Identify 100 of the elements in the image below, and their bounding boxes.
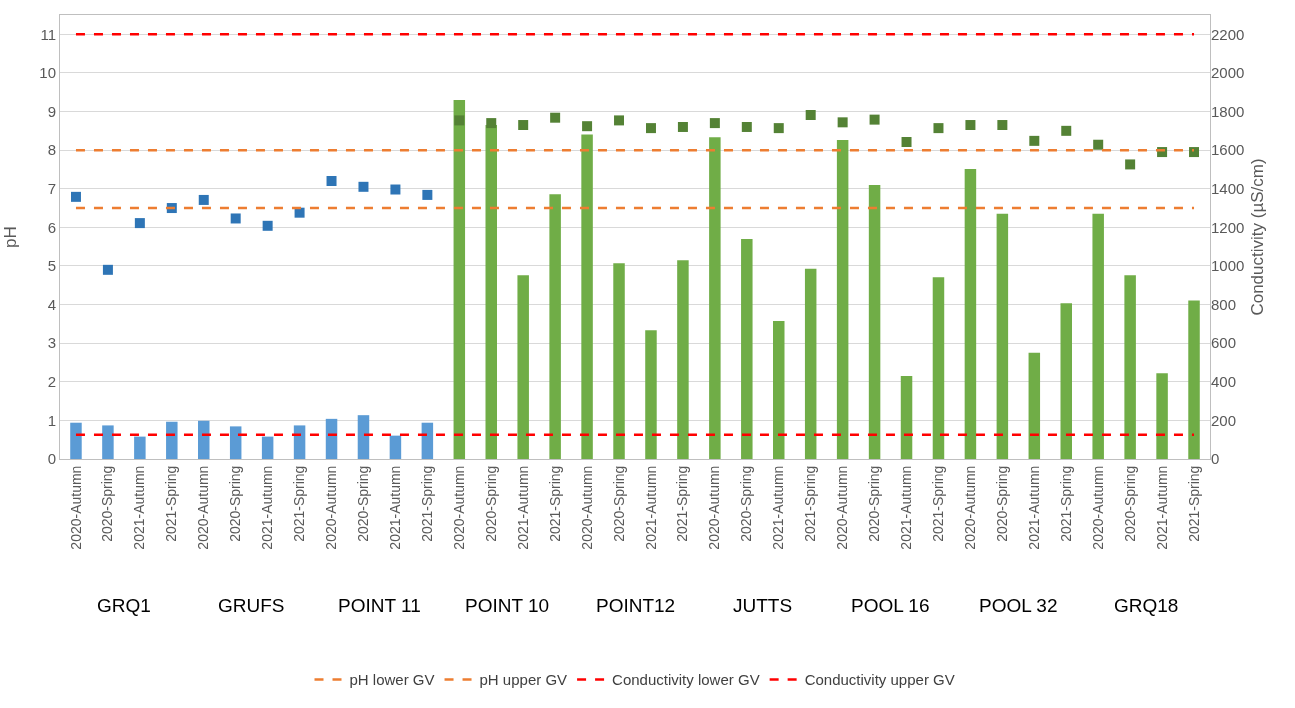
y2-tick-label: 1200 [1211, 218, 1245, 236]
y2-axis-title: Conductivity (µS/cm) [1247, 158, 1267, 316]
text: POOL 16 [851, 595, 930, 616]
x-tick-label: 2020-Spring [482, 465, 499, 542]
x-tick-label: 2021-Spring [418, 465, 435, 542]
y-tick-label: 1 [47, 411, 56, 429]
y-tick-label: 11 [40, 25, 56, 43]
bar [1060, 303, 1072, 459]
point [294, 207, 305, 218]
x-tick-label: 2020-Spring [1121, 465, 1138, 542]
x-tick-label: 2021-Autumn [386, 465, 403, 550]
point [102, 264, 113, 275]
bar [709, 137, 721, 459]
text: POINT12 [596, 595, 676, 616]
x-tick-label: 2021-Spring [1057, 465, 1074, 542]
point [1125, 159, 1136, 170]
x-tick-label: 2021-Spring [291, 465, 308, 542]
point [134, 218, 145, 229]
bar [421, 422, 434, 459]
y2-tick-label: 0 [1211, 450, 1220, 468]
x-tick-label: 2020-Autumn [578, 465, 595, 550]
x-tick-label: 2020-Autumn [323, 465, 340, 550]
x-tick-label: 2021-Spring [930, 465, 947, 542]
y-tick-label: 10 [39, 64, 56, 82]
point [773, 123, 784, 134]
x-tick-label: 2020-Spring [99, 465, 116, 542]
x-tick-label: 2020-Spring [355, 465, 372, 542]
bar [325, 418, 338, 459]
point [677, 121, 688, 132]
point [358, 181, 369, 192]
point [1189, 147, 1200, 158]
point [741, 121, 752, 132]
legend-label: Conductivity lower GV [612, 671, 760, 689]
point [614, 115, 625, 126]
y2-tick-label: 200 [1211, 411, 1237, 429]
point [422, 189, 433, 200]
bar [357, 415, 370, 459]
y2-tick-label: 1800 [1211, 102, 1245, 120]
bar [677, 260, 689, 459]
legend-label: Conductivity upper GV [804, 671, 955, 689]
x-tick-label: 2021-Spring [163, 465, 180, 542]
x-tick-label: 2020-Autumn [706, 465, 723, 550]
legend-label: pH upper GV [479, 671, 568, 689]
bar [645, 330, 657, 459]
y-tick-label: 2 [47, 373, 56, 391]
bar [1188, 300, 1200, 459]
x-tick-label: 2020-Spring [738, 465, 755, 542]
y-tick-label: 8 [47, 141, 56, 159]
x-tick-label: 2020-Spring [993, 465, 1010, 542]
bar [70, 422, 82, 459]
point [486, 118, 497, 129]
y2-tick-label: 1600 [1211, 141, 1245, 159]
x-tick-label: 2021-Autumn [898, 465, 915, 550]
bar [996, 213, 1009, 459]
text: JUTTS [733, 595, 793, 616]
point [198, 194, 209, 205]
bar [517, 275, 529, 459]
x-tick-label: 2021-Autumn [1153, 465, 1170, 550]
bar [932, 277, 945, 459]
x-tick-label: 2021-Spring [1185, 465, 1202, 542]
point [837, 117, 848, 128]
x-tick-label: 2020-Autumn [450, 465, 467, 550]
point [965, 120, 976, 131]
point [997, 120, 1008, 131]
x-tick-label: 2020-Autumn [67, 465, 84, 550]
y2-tick-label: 400 [1211, 373, 1237, 391]
y-tick-label: 5 [47, 257, 56, 275]
x-tick-label: 2021-Autumn [642, 465, 659, 550]
x-tick-label: 2020-Spring [227, 465, 244, 542]
point [230, 213, 241, 224]
y2-tick-label: 2200 [1211, 25, 1245, 43]
x-tick-label: 2020-Autumn [834, 465, 851, 550]
bar [102, 425, 114, 459]
point [709, 118, 720, 129]
point [582, 121, 593, 132]
bar [485, 125, 497, 459]
y2-tick-label: 1400 [1211, 179, 1245, 197]
bar [1092, 213, 1104, 459]
bar [261, 436, 274, 459]
point [70, 191, 81, 202]
text: POOL 32 [979, 595, 1058, 616]
x-tick-label: 2020-Autumn [195, 465, 212, 550]
bar [549, 194, 561, 459]
point [645, 123, 656, 134]
text: GRUFS [218, 595, 285, 616]
bar [900, 375, 913, 459]
y-tick-label: 4 [47, 295, 56, 313]
point [454, 115, 465, 126]
text: POINT 11 [338, 595, 421, 616]
point [1061, 125, 1072, 136]
y-axis-title: pH [1, 226, 20, 248]
y2-tick-label: 800 [1211, 295, 1237, 313]
bar [134, 436, 146, 459]
y-tick-label: 0 [47, 450, 56, 468]
legend-label: pH lower GV [349, 671, 435, 689]
bar [1028, 352, 1041, 459]
x-tick-label: 2020-Spring [610, 465, 627, 542]
bar [804, 268, 817, 459]
x-tick-label: 2021-Spring [546, 465, 563, 542]
bar [389, 435, 402, 459]
